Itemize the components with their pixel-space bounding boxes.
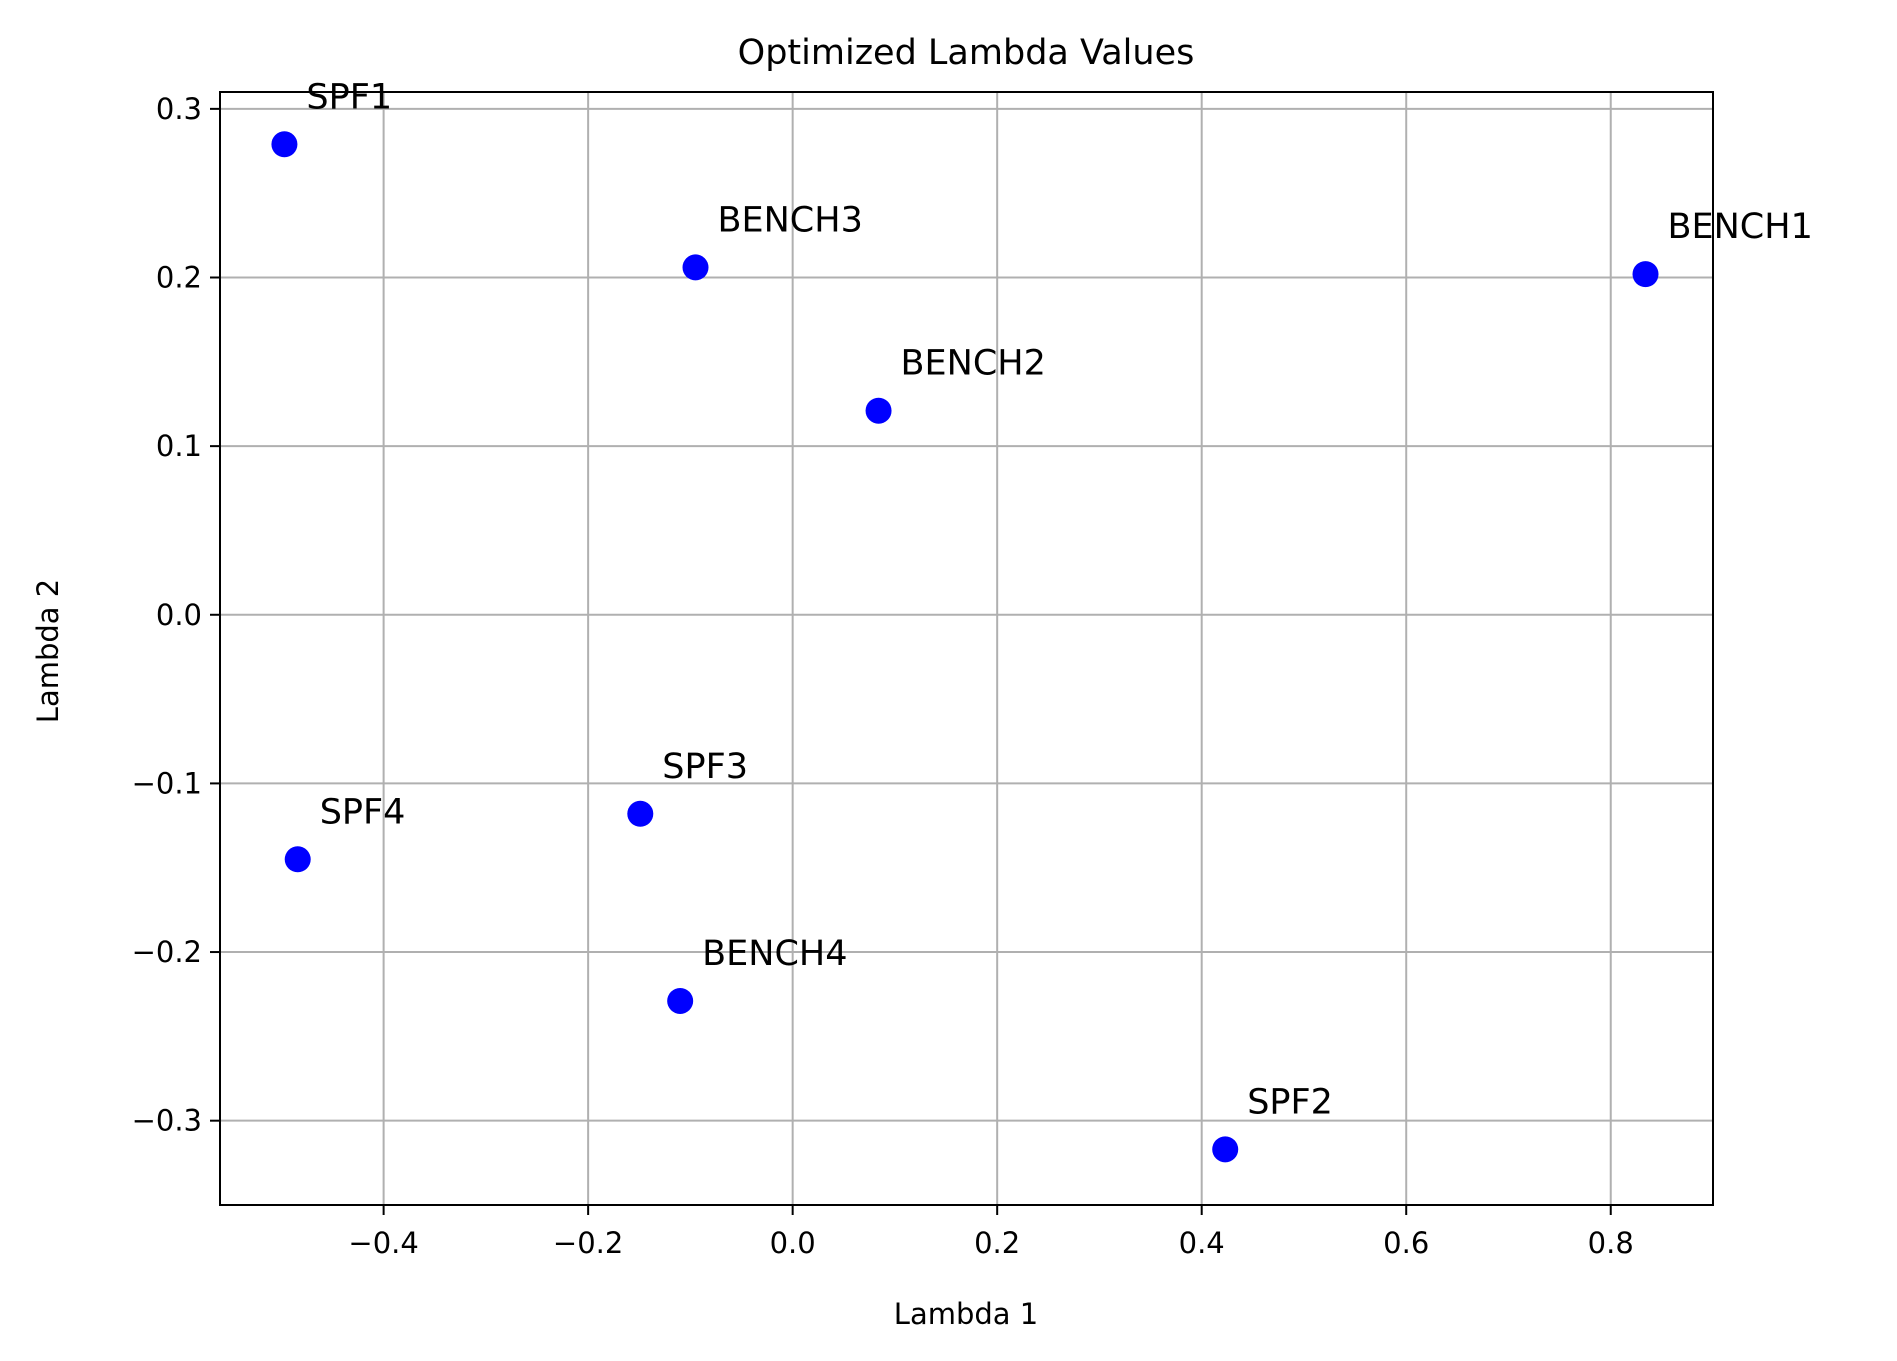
- data-point: [865, 397, 892, 424]
- x-tick-label: 0.4: [1179, 1226, 1225, 1260]
- point-label: BENCH4: [702, 934, 847, 974]
- data-points: SPF1 BENCH3 BENCH1 BENCH2 SPF3 SPF4 BENCH4 SPF2: [271, 77, 1813, 1163]
- y-tick-label: 0.2: [156, 261, 202, 295]
- data-point: [1212, 1136, 1239, 1163]
- x-tick-label: 0.6: [1383, 1226, 1429, 1260]
- data-point: [667, 987, 694, 1014]
- axis-ticks: −0.4 −0.2 0.0 0.2 0.4 0.6 0.8 −0.3 −0.2 −0.1 0.0 0.…: [132, 92, 1634, 1260]
- point-label: BENCH2: [901, 344, 1046, 384]
- y-tick-label: −0.2: [132, 935, 202, 969]
- x-tick-label: −0.2: [553, 1226, 623, 1260]
- point-label: SPF2: [1247, 1082, 1333, 1122]
- y-tick-label: 0.1: [156, 429, 202, 463]
- y-tick-label: 0.0: [156, 598, 202, 632]
- y-tick-label: −0.1: [132, 766, 202, 800]
- chart-title: Optimized Lambda Values: [738, 33, 1195, 73]
- point-label: BENCH1: [1668, 207, 1813, 247]
- y-tick-label: −0.3: [132, 1104, 202, 1138]
- x-axis-label: Lambda 1: [894, 1297, 1038, 1331]
- y-tick-label: 0.3: [156, 92, 202, 126]
- y-axis-label: Lambda 2: [31, 579, 65, 723]
- data-point: [1632, 261, 1659, 288]
- point-label: SPF4: [320, 792, 406, 832]
- data-point: [271, 131, 298, 158]
- x-tick-label: 0.0: [770, 1226, 816, 1260]
- x-tick-label: 0.8: [1588, 1226, 1634, 1260]
- point-label: BENCH3: [718, 200, 863, 240]
- point-label: SPF1: [306, 77, 392, 117]
- data-point: [284, 846, 311, 873]
- grid: [220, 92, 1713, 1205]
- point-label: SPF3: [662, 747, 748, 787]
- plot-frame: [219, 91, 1714, 1206]
- data-point: [627, 800, 654, 827]
- x-tick-label: −0.4: [348, 1226, 418, 1260]
- data-point: [682, 254, 709, 281]
- x-tick-label: 0.2: [974, 1226, 1020, 1260]
